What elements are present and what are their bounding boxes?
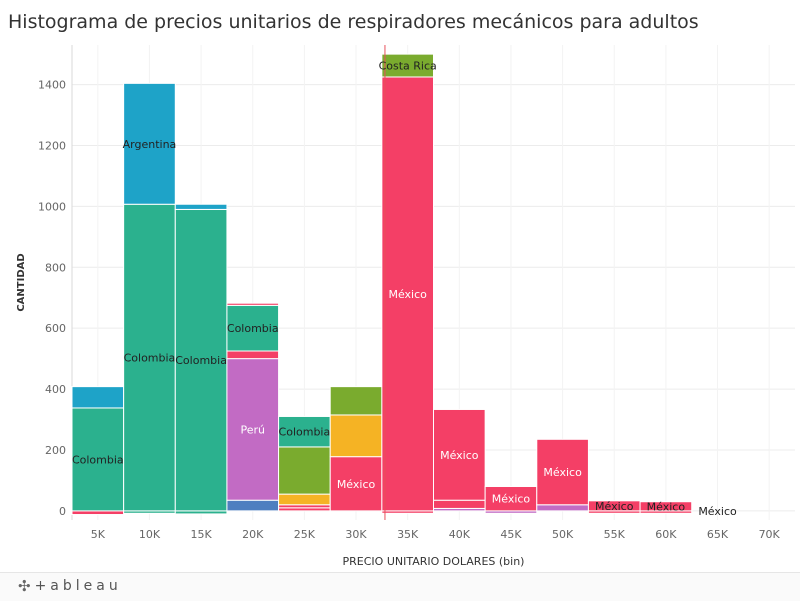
histogram-bar-segment [226,304,280,352]
bar-segment-label: México [337,478,376,491]
histogram-bar-segment [226,350,280,360]
x-tick-label: 65K [707,528,729,541]
x-tick-label: 30K [345,528,367,541]
histogram-bar-segment [278,415,331,448]
histogram-bar-segment [536,438,589,506]
chart-title: Histograma de precios unitarios de respi… [8,11,699,33]
y-axis-title: CANTIDAD [16,253,27,311]
bar-segment-label: México [543,466,582,479]
tableau-footer: ✣ +ableau [0,572,800,601]
histogram-bar-segment [536,504,589,512]
y-tick-label: 400 [45,383,66,396]
histogram-bar-segment [71,407,125,512]
histogram-bar-segment [381,53,435,78]
bar-segment-label: México [492,493,531,506]
bar-segment-label: México [388,288,427,301]
y-tick-label: 800 [45,261,66,274]
histogram-bar-segment [123,203,176,512]
bar-segment-label: México [440,449,479,462]
x-tick-label: 70K [759,528,781,541]
histogram-bar-segment [329,386,383,416]
tableau-logo-text: +ableau [34,578,122,594]
bar-segment-label: Colombia [72,453,124,466]
bar-segment-label: Colombia [124,352,176,365]
bar-segment-label: Argentina [123,138,177,151]
histogram-bar-segment [226,358,280,501]
x-tick-label: 40K [449,528,471,541]
tableau-logo[interactable]: ✣ +ableau [18,577,122,595]
histogram-bar-segment [226,499,280,512]
bar-segment-label: México [698,505,737,518]
x-tick-label: 60K [655,528,677,541]
histogram-bar-segment [329,414,383,458]
histogram-bar-segment [639,501,693,512]
y-tick-label: 1400 [38,79,66,92]
histogram-bar-segment [123,82,176,205]
x-tick-label: 35K [397,528,419,541]
bar-segment-label: Perú [240,423,265,436]
x-tick-label: 20K [242,528,264,541]
x-tick-label: 55K [604,528,626,541]
histogram-bar-segment [278,446,331,495]
tableau-plus-icon: ✣ [18,577,31,595]
x-axis-title: PRECIO UNITARIO DOLARES (bin) [343,555,525,568]
histogram-bar-segment [433,408,486,501]
x-tick-label: 15K [190,528,212,541]
histogram-bar-segment [226,302,280,306]
histogram-chart: 0 200 400 600 800 1000 1200 1400 5K 10K 15K 20K 25K 3… [16,45,795,568]
histogram-bar-segment [329,456,383,512]
x-tick-label: 10K [139,528,161,541]
histogram-bar-segment [71,510,125,516]
y-tick-label: 0 [59,505,66,518]
x-tick-label: 25K [294,528,316,541]
histogram-bar-segment [381,76,435,512]
histogram-bar-segment [484,486,538,512]
bar-segment-label: Colombia [227,322,279,335]
bar-segment-label: México [647,500,686,513]
y-tick-label: 1200 [38,139,66,152]
histogram-bar-segment [278,493,331,506]
histogram-bar-segment [433,499,486,509]
histogram-bar-segment [174,203,228,210]
x-tick-label: 5K [91,528,106,541]
y-tick-label: 200 [45,444,66,457]
histogram-bar-segment [71,386,125,409]
x-tick-label: 45K [500,528,522,541]
bar-segment-label: Colombia [279,426,331,439]
bar-segment-label: Costa Rica [379,60,437,73]
bar-segment-label: Colombia [175,354,227,367]
y-tick-label: 600 [45,322,66,335]
x-tick-label: 50K [552,528,574,541]
y-tick-label: 1000 [38,200,66,213]
bar-segment-label: México [595,500,634,513]
